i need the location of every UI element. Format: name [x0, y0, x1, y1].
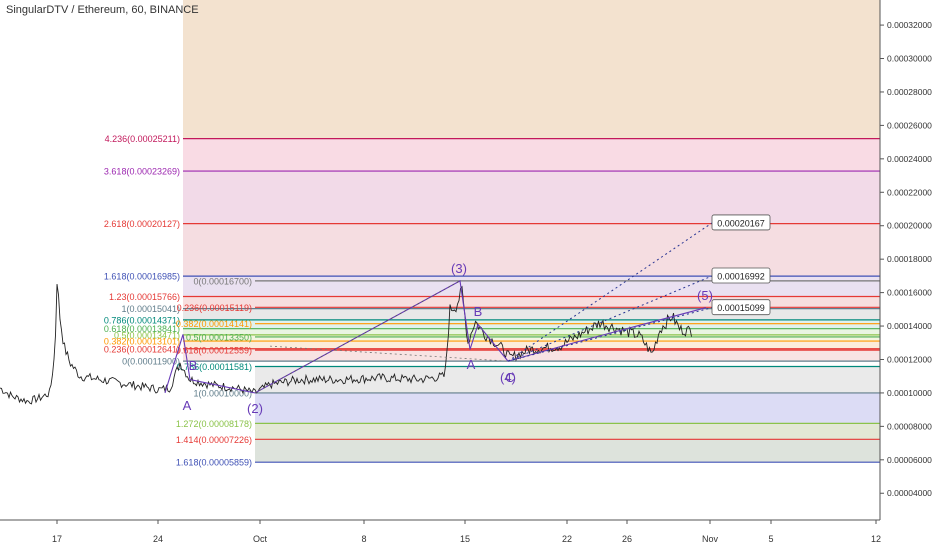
fib-label: 0.618(0.00013841) — [104, 324, 180, 334]
axis-tick-label: 0.00026000 — [887, 120, 932, 130]
wave-label: A — [467, 357, 476, 372]
axis-tick-label: 0.00006000 — [887, 455, 932, 465]
target-label: 0.00016992 — [717, 272, 765, 282]
price-series — [0, 284, 692, 405]
axis-tick-label: 0.00016000 — [887, 288, 932, 298]
time-axis-label: 17 — [52, 534, 62, 544]
wave-path-5 — [507, 307, 707, 362]
fib-zone-upper — [183, 223, 880, 277]
target-projections: 0.00020167 0.00016992 0.00015099 — [507, 214, 771, 362]
time-axis-label: 22 — [562, 534, 572, 544]
time-axis-label: 15 — [460, 534, 470, 544]
fib-zone-upper — [183, 296, 880, 309]
axis-tick-label: 0.00014000 — [887, 321, 932, 331]
fib-label: 3.618(0.00023269) — [104, 167, 180, 177]
price-line — [0, 284, 692, 405]
wave-label: (3) — [451, 261, 467, 276]
axis-background — [880, 0, 932, 520]
axis-tick-label: 0.00012000 — [887, 354, 932, 364]
fib-zone-upper — [183, 276, 880, 297]
fib-label: 0.5(0.00013350) — [186, 332, 252, 342]
fib-label: 1.23(0.00015766) — [109, 292, 180, 302]
axis-tick-label: 0.00022000 — [887, 187, 932, 197]
wave-label: (4) — [500, 370, 516, 385]
wave-dashed — [254, 280, 461, 394]
target-line — [507, 222, 713, 362]
wave-label: (5) — [697, 288, 713, 303]
fib-label: 0.382(0.00014141) — [176, 319, 252, 329]
fib-label: 0(0.00016700) — [193, 276, 252, 286]
fib-labels: 4.236(0.00025211) 3.618(0.00023269) 2.618(… — [104, 134, 252, 468]
time-axis-label: Oct — [253, 534, 268, 544]
wave-label: C — [505, 370, 514, 385]
fib-label: 1.618(0.00005859) — [176, 458, 252, 468]
axis-tick-label: 0.00004000 — [887, 488, 932, 498]
fib-label: 0.618(0.00012559) — [176, 346, 252, 356]
fib-label: 1.618(0.00016985) — [104, 272, 180, 282]
wave-label: (2) — [247, 401, 263, 416]
fib-zone-lower — [255, 366, 880, 393]
axis-tick-label: 0.00010000 — [887, 388, 932, 398]
time-axis-label: 26 — [622, 534, 632, 544]
fib-label: 4.236(0.00025211) — [105, 134, 180, 144]
axis-tick-label: 0.00018000 — [887, 254, 932, 264]
target-box — [711, 299, 771, 316]
wave-annotations: A B (2) (3) B A (4)C (5) — [164, 261, 713, 416]
axis-tick-label: 0.00008000 — [887, 421, 932, 431]
fib-lines — [183, 137, 880, 463]
fib-zone-upper — [183, 308, 880, 320]
target-line — [507, 275, 713, 362]
target-box — [711, 214, 771, 231]
target-label: 0.00015099 — [717, 303, 765, 313]
time-axis: 17 24 Oct 8 15 22 26 Nov 5 12 — [0, 519, 932, 550]
axis-tick-label: 0.00030000 — [887, 54, 932, 64]
fib-zone-lower — [255, 423, 880, 440]
fib-zone-upper — [183, 328, 880, 335]
chart-title: SingularDTV / Ethereum, 60, BINANCE — [6, 4, 199, 16]
fib-label: 1.414(0.00007226) — [176, 435, 252, 445]
fib-zone-upper — [183, 171, 880, 224]
time-axis-label: 8 — [361, 534, 366, 544]
fib-zone-top — [183, 0, 880, 139]
fib-label: 0.5(0.00013471) — [114, 330, 180, 340]
wave-label: A — [183, 398, 192, 413]
fib-label: 1.272(0.00008178) — [176, 419, 252, 429]
fib-label: 2.618(0.00020127) — [104, 219, 180, 229]
fib-zone-lower — [255, 392, 880, 424]
time-axis-label: 5 — [768, 534, 773, 544]
target-box — [711, 267, 771, 284]
fib-label: 0.382(0.00013101) — [104, 337, 180, 347]
time-axis-label: Nov — [702, 534, 719, 544]
target-line — [507, 307, 713, 362]
price-axis: 0.00032000 0.00030000 0.00028000 0.00026000… — [879, 0, 932, 520]
axis-tick-label: 0.00028000 — [887, 87, 932, 97]
fib-label: 0(0.00011900) — [122, 357, 180, 367]
fib-label: 1(0.00015041) — [121, 304, 180, 314]
axis-tick-label: 0.00020000 — [887, 221, 932, 231]
axis-tick-label: 0.00024000 — [887, 154, 932, 164]
time-axis-background — [0, 520, 932, 550]
wave-label: B — [189, 358, 198, 373]
fib-label: 0.786(0.00014371) — [104, 315, 180, 325]
fib-label: 0.236(0.00012641) — [104, 344, 180, 354]
wave-label: B — [474, 304, 483, 319]
fib-label: 0.786(0.00011581) — [177, 362, 252, 372]
fib-zone-lower — [255, 439, 880, 463]
time-axis-label: 12 — [871, 534, 881, 544]
fib-zone-upper — [183, 334, 880, 342]
fib-zone-upper — [183, 341, 880, 349]
fib-zones — [183, 0, 880, 463]
fib-zone-upper — [183, 138, 880, 172]
target-label: 0.00020167 — [717, 218, 765, 228]
fib-label: 0.236(0.00015119) — [177, 303, 252, 313]
fib-label: 1(0.00010000) — [193, 388, 252, 398]
axis-tick-label: 0.00032000 — [887, 20, 932, 30]
time-axis-label: 24 — [153, 534, 163, 544]
